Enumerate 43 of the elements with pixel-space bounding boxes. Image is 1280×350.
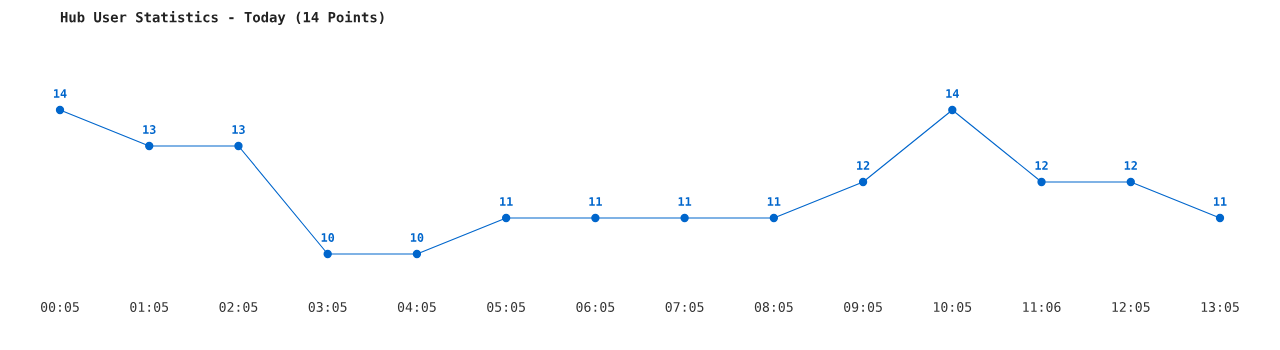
x-tick-label: 13:05	[1201, 301, 1239, 312]
data-label: 13	[143, 125, 156, 134]
point	[145, 141, 154, 151]
data-label: 14	[53, 89, 67, 98]
x-tick-label: 12:05	[1112, 301, 1150, 312]
data-label: 14	[946, 89, 959, 98]
point	[591, 213, 600, 223]
point	[323, 249, 332, 259]
x-tick-label: 05:05	[487, 301, 525, 312]
point	[501, 213, 511, 223]
point	[1215, 213, 1225, 223]
x-tick-label: 03:05	[308, 301, 347, 312]
x-tick-label: 02:05	[219, 301, 258, 312]
x-tick-label: 00:05	[41, 301, 79, 312]
point	[769, 213, 779, 223]
data-label: 12	[1124, 161, 1137, 170]
x-tick-label: 01:05	[130, 301, 169, 312]
data-label: 11	[767, 197, 781, 206]
x-tick-label: 11:06	[1023, 301, 1061, 312]
x-tick-label: 06:05	[576, 301, 615, 312]
chart-title: Hub User Statistics - Today (14 Points)	[60, 10, 384, 26]
data-label: 11	[1213, 197, 1227, 206]
point	[1126, 177, 1135, 187]
x-tick-label: 10:05	[934, 301, 972, 312]
x-tick-label: 04:05	[397, 301, 436, 312]
x-tick-label: 08:05	[754, 301, 793, 312]
data-label: 12	[857, 161, 870, 170]
point	[1037, 177, 1046, 187]
data-label: 10	[321, 233, 335, 242]
x-tick-label: 07:05	[665, 301, 704, 312]
data-label: 13	[232, 125, 245, 134]
data-label: 11	[500, 197, 513, 206]
data-label: 11	[589, 197, 602, 206]
x-tick-label: 09:05	[844, 301, 882, 312]
point	[234, 141, 243, 151]
point	[412, 249, 422, 259]
data-label: 10	[410, 233, 424, 242]
point	[858, 177, 868, 187]
data-label: 11	[678, 197, 692, 206]
point	[948, 105, 957, 115]
data-label: 12	[1035, 161, 1048, 170]
point	[55, 105, 65, 115]
point	[680, 213, 689, 223]
